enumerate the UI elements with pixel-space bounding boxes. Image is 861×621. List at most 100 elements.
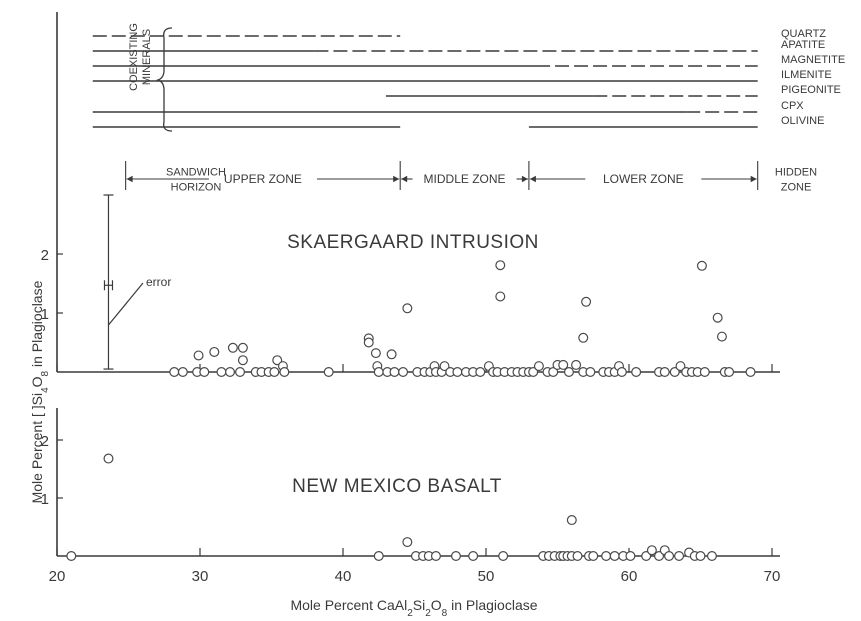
skaergaard-point: [177, 367, 188, 378]
zone-arrowhead: [529, 175, 536, 183]
skaergaard-point: [402, 303, 413, 314]
skaergaard-point: [373, 367, 384, 378]
skaergaard-point: [199, 367, 210, 378]
skaergaard-point: [696, 260, 707, 271]
new-mexico-title: NEW MEXICO BASALT: [292, 476, 502, 497]
skaergaard-point: [585, 367, 596, 378]
new-mexico-point: [695, 550, 706, 561]
skaergaard-point: [225, 367, 236, 378]
new-mexico-plot: NEW MEXICO BASALT 1 2 20 30 40 50 60 70: [41, 408, 780, 585]
skaergaard-point: [712, 312, 723, 323]
skaergaard-point: [495, 291, 506, 302]
skaergaard-point: [659, 367, 670, 378]
skaergaard-point: [237, 342, 248, 353]
new-mexico-point: [654, 550, 665, 561]
error-label: error: [146, 275, 171, 289]
new-mexico-point: [373, 550, 384, 561]
skaergaard-point: [169, 367, 180, 378]
y-axis-label: Mole Percent [ ]Si4O8 in Plagioclase: [29, 280, 51, 503]
new-mexico-point: [103, 453, 114, 464]
zone-arrowhead: [126, 175, 133, 183]
skaergaard-point: [439, 361, 450, 372]
skaergaard-plot: SKAERGAARD INTRUSION error 1 2: [41, 12, 780, 378]
skaergaard-point: [475, 367, 486, 378]
zone-arrowhead: [401, 175, 408, 183]
skaergaard-point: [235, 367, 246, 378]
zone-label: LOWER ZONE: [603, 172, 684, 186]
mineral-label: OLIVINE: [781, 115, 824, 127]
skaergaard-point: [216, 367, 227, 378]
new-mexico-point: [566, 515, 577, 526]
skaergaard-point: [699, 367, 710, 378]
zone-label: ZONE: [781, 182, 812, 194]
skaergaard-point: [581, 296, 592, 307]
zone-label: MIDDLE ZONE: [424, 172, 506, 186]
error-label-leader: [108, 282, 144, 326]
minerals-label-line1: COEXISTING: [128, 23, 140, 91]
new-mexico-point: [430, 550, 441, 561]
skaergaard-point: [227, 342, 238, 353]
mineral-label: ILMENITE: [781, 69, 832, 81]
new-mexico-point: [66, 550, 77, 561]
x-axis-label: Mole Percent CaAl2Si2O8 in Plagioclase: [290, 597, 537, 619]
skaergaard-point: [528, 367, 539, 378]
skaergaard-point: [563, 367, 574, 378]
skaergaard-point: [533, 361, 544, 372]
new-mexico-point: [625, 550, 636, 561]
x-tick-label: 50: [478, 568, 495, 585]
skaergaard-point: [571, 359, 582, 370]
upper-y-tick-label: 2: [41, 247, 49, 264]
skaergaard-point: [558, 359, 569, 370]
new-mexico-point: [402, 537, 413, 548]
skaergaard-point: [237, 355, 248, 366]
skaergaard-point: [452, 367, 463, 378]
new-mexico-point: [588, 550, 599, 561]
minerals-bracket: [155, 27, 173, 132]
skaergaard-point: [193, 350, 204, 361]
new-mexico-point: [498, 550, 509, 561]
upper-y-tick-label: 1: [41, 306, 49, 323]
skaergaard-point: [279, 367, 290, 378]
skaergaard-point: [616, 367, 627, 378]
skaergaard-point: [370, 348, 381, 359]
mineral-label: APATITE: [781, 39, 825, 51]
x-tick-label: 60: [621, 568, 638, 585]
skaergaard-point: [495, 260, 506, 271]
zone-label: HORIZON: [171, 182, 222, 194]
skaergaard-point: [363, 337, 374, 348]
new-mexico-point: [646, 545, 657, 556]
skaergaard-point: [669, 367, 680, 378]
skaergaard-point: [323, 367, 334, 378]
zone-arrowhead: [521, 175, 528, 183]
skaergaard-point: [724, 367, 735, 378]
x-tick-label: 40: [335, 568, 352, 585]
x-tick-label: 20: [49, 568, 66, 585]
mineral-label: PIGEONITE: [781, 84, 841, 96]
zone-label: UPPER ZONE: [224, 172, 302, 186]
skaergaard-point: [386, 349, 397, 360]
lower-y-tick-label: 2: [41, 433, 49, 450]
new-mexico-point: [609, 550, 620, 561]
mineral-label: QUARTZ: [781, 28, 826, 40]
skaergaard-point: [269, 367, 280, 378]
skaergaard-point: [631, 367, 642, 378]
new-mexico-point: [450, 550, 461, 561]
skaergaard-point: [548, 367, 559, 378]
new-mexico-point: [572, 550, 583, 561]
minerals-label-line2: MINERALS: [141, 29, 153, 85]
new-mexico-point: [468, 550, 479, 561]
lower-y-tick-label: 1: [41, 491, 49, 508]
skaergaard-point: [578, 332, 589, 343]
new-mexico-point: [664, 550, 675, 561]
skaergaard-title: SKAERGAARD INTRUSION: [287, 232, 539, 253]
skaergaard-point: [675, 361, 686, 372]
zone-arrowhead: [393, 175, 400, 183]
skaergaard-point: [272, 355, 283, 366]
skaergaard-point: [209, 346, 220, 357]
new-mexico-point: [706, 550, 717, 561]
new-mexico-point: [641, 550, 652, 561]
mineral-label: MAGNETITE: [781, 54, 845, 66]
